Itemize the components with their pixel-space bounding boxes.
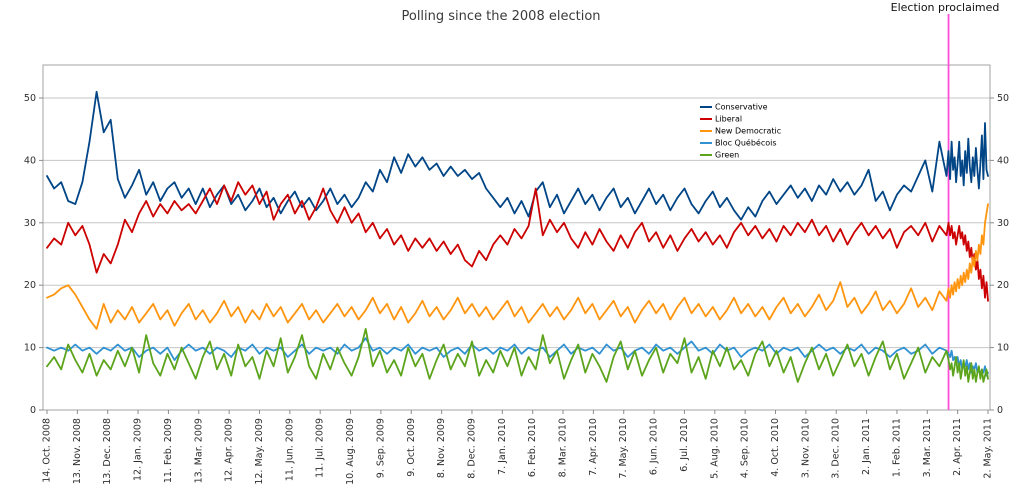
y-axis-label-left: 50: [24, 93, 36, 104]
x-axis-label: 8. Dec. 2009: [466, 418, 477, 479]
axes: 0 0 10 10 20 20 30 30 40 40 50 50 14. Oct. 2008 13. N…: [24, 93, 1009, 485]
y-axis-label-right: 50: [997, 93, 1009, 104]
x-axis-label: 3. Mar. 2011: [922, 418, 933, 477]
x-axis-label: 11. Jul. 2009: [315, 418, 326, 478]
x-axis-label: 5. Aug. 2010: [709, 418, 720, 479]
x-axis-label: 7. May. 2010: [618, 418, 629, 479]
x-axis-label: 13. Nov. 2008: [72, 418, 83, 484]
x-axis-label: 11. Feb. 2009: [163, 418, 174, 483]
y-axis-label-left: 20: [24, 280, 36, 291]
legend-label-1: Conservative: [715, 103, 768, 112]
legend-label-2: Liberal: [715, 115, 742, 124]
x-axis-label: 13. Mar. 2009: [193, 418, 204, 483]
series-line-new-democratic: [46, 203, 989, 330]
x-axis-label: 4. Sep. 2010: [740, 418, 751, 478]
x-axis-label: 12. Apr. 2009: [224, 418, 235, 482]
y-axis-label-left: 40: [24, 155, 36, 166]
y-axis-label-left: 10: [24, 343, 36, 354]
legend-label-4: Bloc Québécois: [715, 138, 777, 148]
x-axis-label: 9. Oct. 2009: [406, 418, 417, 477]
x-axis-label: 14. Oct. 2008: [42, 418, 53, 483]
x-axis-label: 11. Jun. 2009: [284, 418, 295, 481]
legend-label-3: New Democratic: [715, 127, 781, 136]
y-axis-label-right: 40: [997, 155, 1009, 166]
chart-title: Polling since the 2008 election: [401, 9, 600, 24]
y-axis-label-left: 30: [24, 218, 36, 229]
x-axis-label: 7. Jan. 2010: [497, 418, 508, 475]
series-line-green: [46, 327, 989, 383]
y-axis-label-right: 10: [997, 343, 1009, 354]
series-lines: [46, 90, 989, 383]
x-axis-label: 7. Apr. 2010: [588, 418, 599, 476]
x-axis-label: 13. Dec. 2008: [102, 418, 113, 485]
series-line-liberal: [46, 181, 989, 302]
x-axis-label: 8. Nov. 2009: [436, 418, 447, 478]
series-line-bloc-qu-b-cois: [46, 337, 989, 377]
legend: Conservative Liberal New Democratic Bloc Qu…: [700, 103, 781, 160]
plot-area-border: [42, 64, 991, 411]
x-axis-label: 6. Jun. 2010: [649, 418, 660, 475]
x-axis-label: 12. May. 2009: [254, 418, 265, 485]
series-line-conservative: [46, 90, 989, 221]
x-axis-label: 4. Oct. 2010: [770, 418, 781, 477]
x-axis-label: 2. Apr. 2011: [952, 418, 963, 476]
x-axis-label: 2. Jan. 2011: [861, 418, 872, 475]
x-axis-label: 12. Jan. 2009: [133, 418, 144, 481]
x-axis-label: 3. Dec. 2010: [831, 418, 842, 479]
x-axis-label: 1. Feb. 2011: [891, 418, 902, 477]
x-axis-label: 6. Feb. 2010: [527, 418, 538, 477]
election-proclaimed-label: Election proclaimed: [891, 1, 1000, 14]
x-axis-label: 8. Mar. 2010: [558, 418, 569, 477]
legend-label-5: Green: [715, 151, 739, 160]
x-axis-label: 3. Nov. 2010: [800, 418, 811, 478]
y-axis-label-right: 30: [997, 218, 1009, 229]
x-axis-label: 9. Sep. 2009: [375, 418, 386, 478]
y-axis-label-right: 20: [997, 280, 1009, 291]
x-axis-label: 2. May. 2011: [983, 418, 994, 479]
x-axis-label: 10. Aug. 2009: [345, 418, 356, 485]
y-axis-label-left: 0: [30, 405, 36, 416]
y-axis-label-right: 0: [997, 405, 1003, 416]
x-axis-label: 6. Jul. 2010: [679, 418, 690, 472]
